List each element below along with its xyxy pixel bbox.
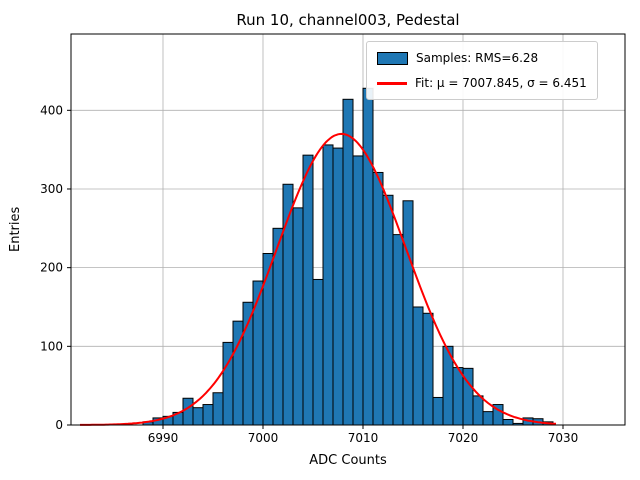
histogram-bar [182,397,194,426]
x-tick-label: 7010 [348,431,379,445]
histogram-bar [382,194,394,426]
legend-item-samples: Samples: RMS=6.28 [377,48,587,68]
histogram-bar [472,395,484,426]
histogram-bar [202,404,214,426]
histogram-bar [432,396,444,426]
chart-title: Run 10, channel003, Pedestal [236,11,460,29]
x-tick-label: 6990 [148,431,179,445]
y-tick-label: 400 [40,103,63,117]
histogram-bar [312,278,324,426]
legend-item-fit: Fit: μ = 7007.845, σ = 6.451 [377,73,587,93]
histogram-bar [502,418,514,426]
histogram-bar [252,280,264,426]
histogram-bar [262,252,274,426]
legend: Samples: RMS=6.28 Fit: μ = 7007.845, σ =… [366,41,598,100]
y-axis-label: Entries [8,206,23,253]
histogram-bar [342,98,354,426]
y-tick-label: 300 [40,182,63,196]
legend-label-samples: Samples: RMS=6.28 [416,51,539,65]
histogram-bar [392,234,404,426]
gaussian-fit-curve [80,132,557,426]
histogram-bar [402,200,414,426]
y-tick-label: 200 [40,261,63,275]
fit-line-icon [377,81,407,85]
histogram-bar [332,147,344,426]
histogram-bar [212,392,224,426]
histogram-bar [482,411,494,426]
x-tick-label: 7000 [248,431,279,445]
y-tick-label: 0 [55,418,63,432]
histogram-bar [192,407,204,426]
histogram-bar [452,367,464,426]
samples-swatch-icon [377,51,408,65]
histogram-bar [352,155,364,426]
plot-border [70,33,626,426]
histogram-bar [412,306,424,426]
x-axis-label: ADC Counts [309,453,387,468]
legend-label-fit: Fit: μ = 7007.845, σ = 6.451 [415,76,587,90]
x-tick-label: 7020 [448,431,479,445]
histogram-bar [292,207,304,426]
histogram-bar [322,144,334,426]
histogram-bar [372,171,384,426]
histogram-bar [222,341,234,426]
histogram-bar [302,154,314,426]
x-tick-label: 7030 [548,431,579,445]
histogram-bar [422,312,434,426]
y-tick-label: 100 [40,339,63,353]
histogram-bar [362,87,374,426]
